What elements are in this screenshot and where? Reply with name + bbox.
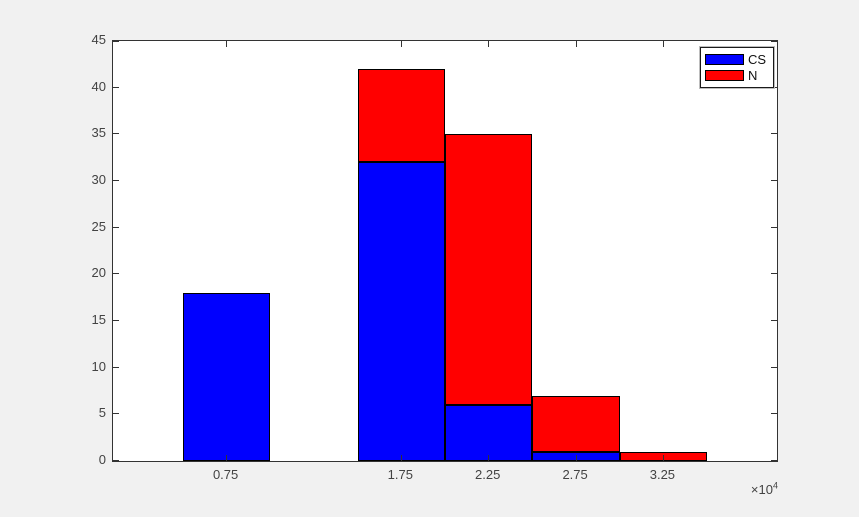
y-tick-right-35 (771, 133, 777, 135)
x-tick-label-2.75: 2.75 (562, 467, 588, 482)
y-tick-label-35: 35 (91, 125, 106, 141)
bar-segment-n-bin-2.25 (445, 134, 533, 405)
y-tick-left-15 (113, 320, 119, 321)
legend-swatch-cs (705, 54, 744, 65)
y-tick-label-15: 15 (91, 312, 106, 327)
bar-segment-cs-bin-0.75 (182, 293, 271, 461)
y-tick-left-20 (113, 273, 119, 275)
y-tick-label-45: 45 (91, 32, 106, 47)
x-tick-bottom-2.75 (575, 455, 577, 461)
y-tick-left-5 (113, 413, 119, 415)
bar-segment-cs-bin-2.25 (445, 405, 533, 461)
y-tick-left-40 (113, 86, 119, 88)
x-tick-top-2.25 (488, 41, 490, 47)
x-axis-multiplier: ×104 (716, 480, 778, 497)
bar-segment-n-bin-1.75 (357, 69, 445, 163)
y-tick-label-40: 40 (91, 78, 106, 94)
x-tick-label-2.25: 2.25 (475, 467, 501, 482)
y-tick-label-5: 5 (98, 405, 106, 421)
x-tick-label-1.75: 1.75 (387, 467, 413, 482)
y-tick-right-5 (771, 413, 777, 415)
x-tick-bottom-1.75 (400, 455, 402, 461)
legend-label-n: N (748, 67, 758, 83)
legend-swatch-n (705, 70, 744, 81)
y-tick-left-45 (113, 41, 119, 42)
y-tick-left-0 (113, 460, 119, 461)
y-tick-right-45 (771, 41, 777, 42)
y-tick-label-0: 0 (98, 452, 106, 467)
y-tick-label-25: 25 (91, 218, 106, 234)
y-tick-label-10: 10 (91, 358, 106, 374)
y-tick-left-35 (113, 133, 119, 135)
y-tick-right-40 (771, 86, 777, 88)
y-tick-label-20: 20 (91, 265, 106, 281)
x-tick-bottom-3.25 (662, 455, 664, 461)
bar-segment-n-bin-2.75 (532, 395, 620, 452)
x-axis-multiplier-prefix: ×10 (750, 482, 773, 497)
x-tick-bottom-2.25 (488, 455, 490, 461)
x-tick-top-0.75 (226, 41, 228, 47)
x-tick-top-1.75 (400, 41, 402, 47)
x-axis-multiplier-exponent: 4 (772, 480, 778, 491)
x-tick-label-3.25: 3.25 (649, 467, 676, 482)
plot-area: CS N (112, 40, 778, 462)
legend-box: CS N (700, 47, 774, 88)
legend-item-n: N (705, 68, 769, 83)
x-tick-label-0.75: 0.75 (212, 467, 239, 482)
y-tick-right-15 (771, 320, 777, 321)
x-tick-top-2.75 (575, 41, 577, 47)
y-tick-right-20 (771, 273, 777, 275)
y-tick-right-25 (771, 226, 777, 228)
y-tick-right-10 (771, 366, 777, 368)
x-tick-bottom-0.75 (226, 455, 228, 461)
y-tick-right-30 (771, 180, 777, 181)
x-tick-top-3.25 (662, 41, 664, 47)
y-tick-left-10 (113, 366, 119, 368)
y-tick-right-0 (771, 460, 777, 461)
legend-label-cs: CS (748, 51, 767, 67)
bar-segment-cs-bin-1.75 (357, 162, 445, 461)
y-tick-left-30 (113, 180, 119, 181)
y-tick-left-25 (113, 226, 119, 228)
legend-item-cs: CS (705, 52, 769, 67)
y-tick-label-30: 30 (91, 172, 106, 187)
